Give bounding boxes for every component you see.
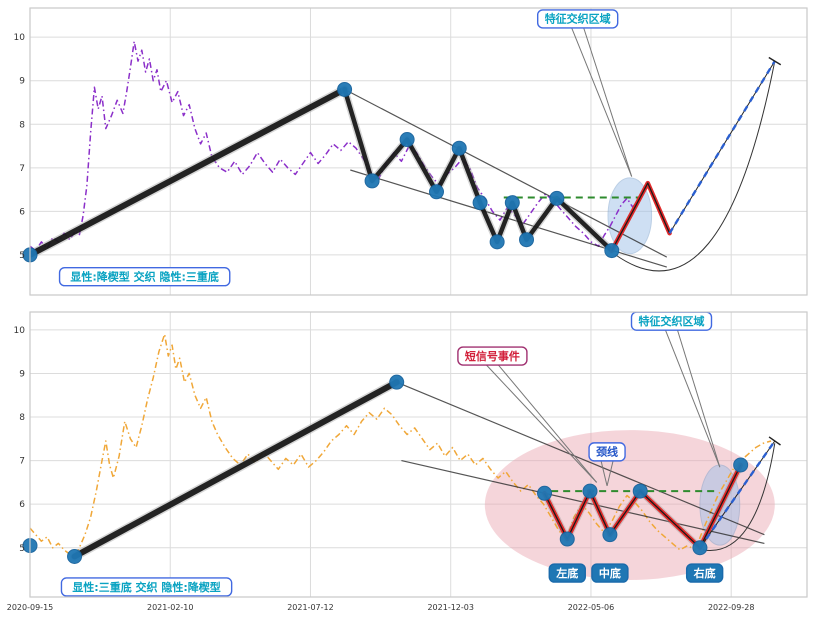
upper-trendline (396, 381, 765, 536)
panel-border-top (29, 7, 808, 296)
x-tick-label: 2022-09-28 (708, 603, 755, 612)
pattern-dot (504, 195, 520, 211)
pattern-dot (602, 527, 618, 543)
neckline-label-box (588, 442, 626, 462)
pattern-dot (364, 173, 380, 189)
feature-zone-label-box (536, 9, 619, 29)
y-tick-label: 5 (19, 544, 25, 554)
pattern-dot (472, 195, 488, 211)
y-tick-label: 5 (19, 251, 25, 261)
pattern-label-bottom: 显性:三重底 交织 隐性:降楔型 (72, 580, 220, 594)
x-tick-label: 2021-12-03 (427, 603, 474, 612)
pattern-dot (559, 531, 575, 547)
feature-zone-label-arrow-edge (665, 329, 721, 468)
short-signal-label-arrow-edge (498, 364, 598, 483)
pattern-dot (632, 483, 648, 499)
y-tick-label: 7 (19, 164, 25, 174)
pattern-dot (399, 132, 415, 148)
wedge-upper-trendline (344, 88, 668, 258)
short-signal-label: 短信号事件 (465, 349, 520, 363)
y-tick-label: 10 (14, 33, 26, 43)
left-bottom-label: 左底 (555, 566, 578, 580)
impulse-up-line (30, 86, 348, 258)
y-tick-label: 6 (19, 207, 25, 217)
pattern-label-top-box (58, 267, 231, 287)
pattern-dot (337, 81, 353, 97)
middle-bottom-label: 中底 (599, 566, 621, 580)
price-bottom (30, 333, 772, 558)
middle-bottom-label-box (591, 563, 629, 583)
pattern-dot (537, 485, 553, 501)
projection-end-tick (768, 56, 782, 66)
neckline-label-arrow-edge (606, 460, 614, 486)
neckline-label-arrow-edge (600, 460, 608, 486)
x-tick-label: 2020-09-15 (7, 603, 54, 612)
y-tick-label: 9 (19, 369, 25, 379)
price-top (30, 40, 639, 252)
pattern-dot (692, 540, 708, 556)
target-arc-curve (615, 61, 776, 272)
right-bottom-label-box (685, 563, 724, 583)
x-tick-label: 2022-05-06 (568, 603, 615, 612)
y-tick-label: 8 (19, 120, 25, 130)
target-arc-curve (702, 443, 776, 552)
pattern-dot (489, 234, 505, 250)
pattern-dot (604, 243, 620, 259)
feature-zone-label-arrow-edge (571, 27, 633, 177)
pattern-dot (582, 483, 598, 499)
short-signal-label-box (457, 346, 528, 366)
breakout-zigzag-core (611, 182, 671, 251)
pattern-dot (389, 374, 405, 390)
pattern-dot (549, 190, 565, 206)
pattern-dot (451, 140, 467, 156)
y-tick-label: 7 (19, 457, 25, 467)
feature-zone-label: 特征交织区域 (545, 12, 611, 26)
projection-end-tick (768, 436, 781, 446)
impulse-up-line (71, 379, 400, 560)
feature-zone-label: 特征交织区域 (638, 314, 704, 328)
pattern-dot (429, 184, 445, 200)
pattern-dot (519, 232, 535, 248)
panel-bg-top (30, 8, 807, 295)
feature-zone-label-arrow-edge (677, 330, 721, 468)
pattern-dot (733, 457, 749, 473)
x-tick-label: 2021-02-10 (147, 603, 194, 612)
pattern-label-bottom-box (60, 577, 233, 597)
y-tick-label: 8 (19, 413, 25, 423)
y-tick-label: 6 (19, 500, 25, 510)
pattern-label-top: 显性:降楔型 交织 隐性:三重底 (70, 270, 218, 284)
pattern-dot (67, 548, 83, 564)
y-tick-label: 10 (14, 326, 26, 336)
neckline-label: 颈线 (596, 445, 618, 459)
left-bottom-label-box (548, 563, 586, 583)
panel-border-bottom (29, 311, 808, 598)
short-signal-label-arrow-edge (486, 364, 598, 483)
x-tick-label: 2021-07-12 (287, 603, 334, 612)
target-projection (668, 60, 776, 234)
target-projection-base (699, 440, 776, 549)
feature-zone-label-arrow-edge (583, 27, 633, 177)
right-bottom-label: 右底 (693, 566, 716, 580)
y-tick-label: 9 (19, 77, 25, 87)
